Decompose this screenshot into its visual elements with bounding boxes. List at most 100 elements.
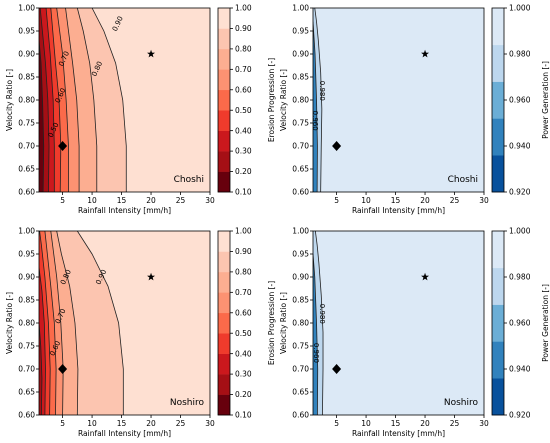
x-tick-label: 10 (361, 196, 371, 205)
y-tick-label: 0.90 (292, 50, 309, 59)
colorbar-tick-label: 1.000 (509, 4, 531, 13)
y-tick-label: 0.95 (292, 250, 309, 259)
subplot-2: 0.960 0.980 5 10 15 20 25 30 0.60 0.65 0.70 0.75 0.8… (279, 4, 550, 215)
y-tick-label: 0.65 (292, 388, 309, 397)
y-tick-label: 0.85 (18, 296, 35, 305)
x-tick-label: 25 (450, 419, 460, 428)
colorbar-label: Erosion Progression [-] (267, 281, 276, 365)
colorbar-segment (492, 304, 504, 342)
colorbar-frame (217, 230, 231, 416)
y-tick-label: 0.95 (292, 27, 309, 36)
x-tick-label: 30 (479, 419, 489, 428)
contour-fill-0.96 (313, 231, 318, 415)
colorbar-tick-label: 0.50 (235, 329, 252, 338)
colorbar-segment (492, 118, 504, 156)
colorbar-segment (492, 378, 504, 416)
colorbar-label: Power Generation [-] (541, 284, 550, 362)
colorbar-segment (492, 155, 504, 193)
plot-area: 0.960 0.980 (313, 231, 484, 415)
colorbar-tick-label: 0.920 (509, 411, 531, 420)
y-tick-label: 0.60 (292, 188, 309, 197)
location-label: Choshi (174, 175, 204, 185)
x-tick-label: 5 (60, 196, 65, 205)
contour-line-0.8 (56, 231, 79, 415)
colorbar-segment (218, 89, 230, 111)
x-tick-label: 5 (334, 196, 339, 205)
colorbar-segment (218, 48, 230, 70)
diamond-marker (332, 141, 342, 151)
x-tick-label: 20 (420, 419, 430, 428)
plot-background (313, 8, 484, 192)
contour-line-0.2 (39, 40, 45, 192)
colorbar-label: Erosion Progression [-] (267, 58, 276, 142)
x-tick-label: 10 (361, 419, 371, 428)
colorbar-segment (492, 341, 504, 379)
colorbar-tick-label: 1.00 (235, 4, 252, 13)
colorbar-tick-label: 0.70 (235, 288, 252, 297)
x-tick-label: 15 (117, 419, 127, 428)
y-tick-label: 0.85 (292, 296, 309, 305)
y-tick-label: 0.90 (292, 273, 309, 282)
y-tick-label: 0.75 (292, 119, 309, 128)
colorbar-tick-label: 0.980 (509, 50, 531, 59)
contour-line-0.5 (50, 8, 62, 192)
colorbar-tick-label: 0.60 (235, 85, 252, 94)
x-tick-label: 15 (117, 196, 127, 205)
x-tick-label: 15 (391, 196, 401, 205)
contour-line-0.9 (91, 8, 127, 192)
colorbar-segment (492, 44, 504, 82)
y-tick-label: 0.75 (18, 342, 35, 351)
x-axis-label: Rainfall Intensity [mm/h] (78, 206, 171, 215)
x-tick-label: 5 (334, 419, 339, 428)
colorbar-tick-label: 0.20 (235, 167, 252, 176)
contour-line-0.3 (39, 8, 50, 192)
y-tick-label: 0.90 (18, 273, 35, 282)
colorbar-segment (218, 69, 230, 91)
colorbar-tick-label: 0.80 (235, 44, 252, 53)
y-tick-label: 0.65 (18, 388, 35, 397)
colorbar-segment (218, 353, 230, 375)
y-tick-label: 0.60 (18, 188, 35, 197)
colorbar-tick-label: 0.30 (235, 147, 252, 156)
colorbar-tick-label: 0.30 (235, 370, 252, 379)
colorbar-segment (218, 271, 230, 293)
subplot-1: 0.500.600.700.800.905 10 15 20 25 300.600.650… (5, 4, 276, 215)
y-tick-label: 0.95 (18, 27, 35, 36)
colorbar-segment (218, 312, 230, 334)
colorbar-segment (218, 110, 230, 131)
y-tick-label: 0.70 (292, 142, 309, 151)
contour-line-0.9 (76, 231, 124, 415)
x-tick-label: 30 (205, 419, 215, 428)
contour-line-0.98 (314, 231, 324, 415)
colorbar-segment (218, 394, 230, 416)
y-tick-label: 0.80 (292, 96, 309, 105)
y-tick-label: 0.65 (18, 165, 35, 174)
star-marker (147, 272, 156, 281)
colorbar-segment (492, 267, 504, 305)
colorbar-segment (218, 130, 230, 152)
contour-line-0.96 (313, 253, 319, 415)
subplot-3: 0.600.700.80 0.905 10 15 20 25 300.600.650.700… (5, 227, 276, 438)
y-tick-label: 0.75 (18, 119, 35, 128)
colorbar-tick-label: 0.80 (235, 267, 252, 276)
colorbar-tick-label: 0.920 (509, 188, 531, 197)
diamond-marker (58, 364, 68, 374)
colorbar-segment (492, 231, 504, 269)
contour-line-0.4 (45, 8, 55, 192)
contour-fill-0.96 (313, 8, 318, 192)
y-tick-label: 0.90 (18, 50, 35, 59)
y-tick-label: 0.80 (18, 96, 35, 105)
colorbar-tick-label: 0.10 (235, 188, 252, 197)
diamond-marker (58, 141, 68, 151)
colorbar-label: Power Generation [-] (541, 61, 550, 139)
colorbar-tick-label: 0.40 (235, 349, 252, 358)
colorbar-segment (218, 333, 230, 354)
y-tick-label: 0.85 (18, 73, 35, 82)
x-tick-label: 20 (146, 419, 156, 428)
plot-area: 0.500.600.700.800.90 (39, 8, 210, 192)
x-tick-label: 20 (146, 196, 156, 205)
contour-line-0.8 (76, 8, 98, 192)
colorbar-segment (218, 151, 230, 172)
y-tick-label: 0.95 (18, 250, 35, 259)
